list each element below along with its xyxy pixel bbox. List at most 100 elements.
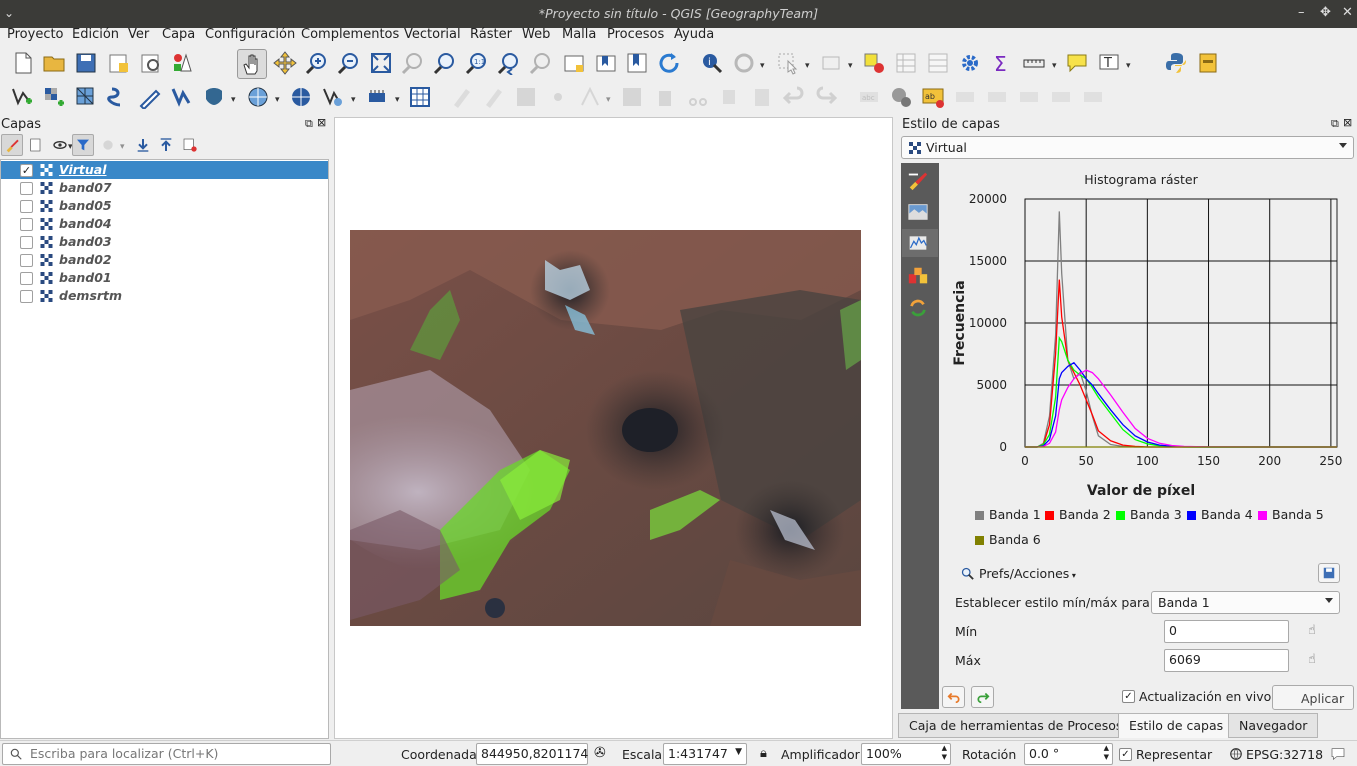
undo-style-button[interactable] [942, 686, 965, 708]
layer-combo[interactable]: Virtual [901, 136, 1354, 159]
zoom-last-icon[interactable] [497, 51, 521, 75]
deselect-all-icon[interactable] [862, 51, 886, 75]
new-bookmark-icon[interactable] [594, 51, 618, 75]
save-project-icon[interactable] [74, 51, 98, 75]
zoom-next-icon[interactable] [529, 51, 553, 75]
pick-max-icon[interactable]: ☝ [1308, 652, 1316, 667]
apply-button[interactable]: Aplicar [1272, 685, 1354, 710]
menu-capa[interactable]: Capa [162, 27, 196, 42]
menu-ver[interactable]: Ver [128, 27, 150, 42]
layer-item-band03[interactable]: band03 [1, 233, 328, 251]
scale-combo[interactable]: 1:431747 ▼ [663, 743, 747, 765]
layer-visibility-checkbox[interactable] [20, 254, 33, 267]
close-icon[interactable]: ✕ [1342, 5, 1353, 20]
statistics-sigma-icon[interactable]: Σ [990, 51, 1014, 75]
select-by-value-icon[interactable] [820, 51, 844, 75]
zoom-selection-icon[interactable] [401, 51, 425, 75]
chevron-down-icon[interactable]: ▾ [805, 61, 810, 71]
zoom-full-icon[interactable] [369, 51, 393, 75]
layer-item-demsrtm[interactable]: demsrtm [1, 287, 328, 305]
paste-features-icon[interactable] [750, 85, 774, 109]
float-panel-icon[interactable]: ⧉ [1331, 117, 1339, 130]
highlight-pinned-labels-icon[interactable]: ab [921, 85, 945, 109]
layer-item-band02[interactable]: band02 [1, 251, 328, 269]
attribute-table-icon[interactable] [894, 51, 918, 75]
magnifier-spinbox[interactable]: 100% ▲ ▼ [861, 743, 951, 765]
delete-selected-icon[interactable] [653, 85, 677, 109]
close-panel-icon[interactable]: ⊠ [317, 116, 327, 129]
pick-min-icon[interactable]: ☝ [1308, 623, 1316, 638]
chevron-down-icon[interactable]: ▾ [606, 95, 611, 105]
move-label-icon[interactable] [1017, 85, 1041, 109]
extents-toggle-icon[interactable]: ✇ [594, 745, 606, 761]
add-geopackage-icon[interactable] [138, 85, 162, 109]
window-menu-icon[interactable]: ⌄ [4, 6, 15, 20]
layer-visibility-checkbox[interactable] [20, 200, 33, 213]
collapse-all-icon[interactable] [158, 137, 174, 153]
modify-attributes-icon[interactable] [620, 85, 644, 109]
chevron-down-icon[interactable]: ▾ [351, 95, 356, 105]
actions-icon[interactable] [732, 51, 756, 75]
change-label-icon[interactable] [1081, 85, 1105, 109]
menu-malla[interactable]: Malla [562, 27, 597, 42]
chevron-down-icon[interactable]: ▾ [1052, 61, 1057, 71]
tab-browser[interactable]: Navegador [1228, 713, 1319, 738]
map-tips-icon[interactable] [1065, 51, 1089, 75]
add-group-icon[interactable] [28, 137, 44, 153]
min-input[interactable]: 0 [1164, 620, 1289, 643]
layer-visibility-checkbox[interactable] [20, 272, 33, 285]
minimize-icon[interactable]: – [1298, 5, 1305, 20]
chevron-down-icon[interactable]: ▾ [760, 61, 765, 71]
float-panel-icon[interactable]: ⧉ [305, 117, 313, 130]
edit-pencil-icon[interactable] [482, 85, 506, 109]
zoom-native-icon[interactable]: 1:1 [465, 51, 489, 75]
zoom-out-icon[interactable] [337, 51, 361, 75]
layer-visibility-checkbox[interactable]: ✓ [20, 164, 33, 177]
digitize-icon[interactable] [450, 85, 474, 109]
add-spatialite-icon[interactable] [170, 85, 194, 109]
add-postgis-icon[interactable] [202, 85, 226, 109]
menu-complementos[interactable]: Complementos [301, 27, 400, 42]
filter-expression-icon[interactable] [100, 137, 116, 153]
history-icon[interactable] [906, 297, 930, 319]
add-mesh-layer-icon[interactable] [74, 85, 98, 109]
eye-icon[interactable] [52, 137, 68, 153]
show-hide-labels-icon[interactable] [985, 85, 1009, 109]
expand-all-icon[interactable] [135, 137, 151, 153]
open-project-icon[interactable] [42, 51, 66, 75]
tab-layer-styling[interactable]: Estilo de capas [1118, 713, 1235, 738]
max-input[interactable]: 6069 [1164, 649, 1289, 672]
menu-ayuda[interactable]: Ayuda [674, 27, 715, 42]
transparency-icon[interactable] [906, 201, 930, 223]
chevron-down-icon[interactable]: ▾ [395, 95, 400, 105]
new-map-view-icon[interactable] [562, 51, 586, 75]
add-raster-layer-icon[interactable] [42, 85, 66, 109]
maximize-icon[interactable]: ✥ [1320, 5, 1331, 20]
layer-visibility-checkbox[interactable] [20, 218, 33, 231]
menu-configuracion[interactable]: Configuración [205, 27, 296, 42]
add-point-icon[interactable] [546, 85, 570, 109]
raster-image[interactable] [350, 230, 861, 626]
copy-features-icon[interactable] [718, 85, 742, 109]
chevron-down-icon[interactable]: ▾ [1126, 61, 1131, 71]
lock-icon[interactable]: 🔒︎ [760, 746, 767, 761]
histogram-chart[interactable]: 0 50 100 150 200 250 0 5000 10000 15000 20000 Histo… [942, 163, 1354, 558]
select-features-icon[interactable] [776, 51, 800, 75]
pan-to-selection-icon[interactable] [273, 51, 297, 75]
close-panel-icon[interactable]: ⊠ [1343, 116, 1353, 129]
redo-style-button[interactable] [971, 686, 994, 708]
toolbox-gear-icon[interactable] [958, 51, 982, 75]
menu-procesos[interactable]: Procesos [607, 27, 665, 42]
menu-proyecto[interactable]: Proyecto [7, 27, 64, 42]
chevron-down-icon[interactable]: ▾ [231, 95, 236, 105]
remove-layer-icon[interactable] [182, 137, 198, 153]
render-checkbox[interactable]: ✓ [1119, 748, 1132, 761]
cut-features-icon[interactable] [686, 85, 710, 109]
coordinate-input[interactable]: 844950,8201174 [476, 743, 588, 765]
menu-edicion[interactable]: Edición [72, 27, 120, 42]
save-edits-icon[interactable] [514, 85, 538, 109]
text-annotation-icon[interactable]: T [1097, 51, 1121, 75]
layer-item-band05[interactable]: band05 [1, 197, 328, 215]
layer-visibility-checkbox[interactable] [20, 182, 33, 195]
add-wms-icon[interactable] [246, 85, 270, 109]
